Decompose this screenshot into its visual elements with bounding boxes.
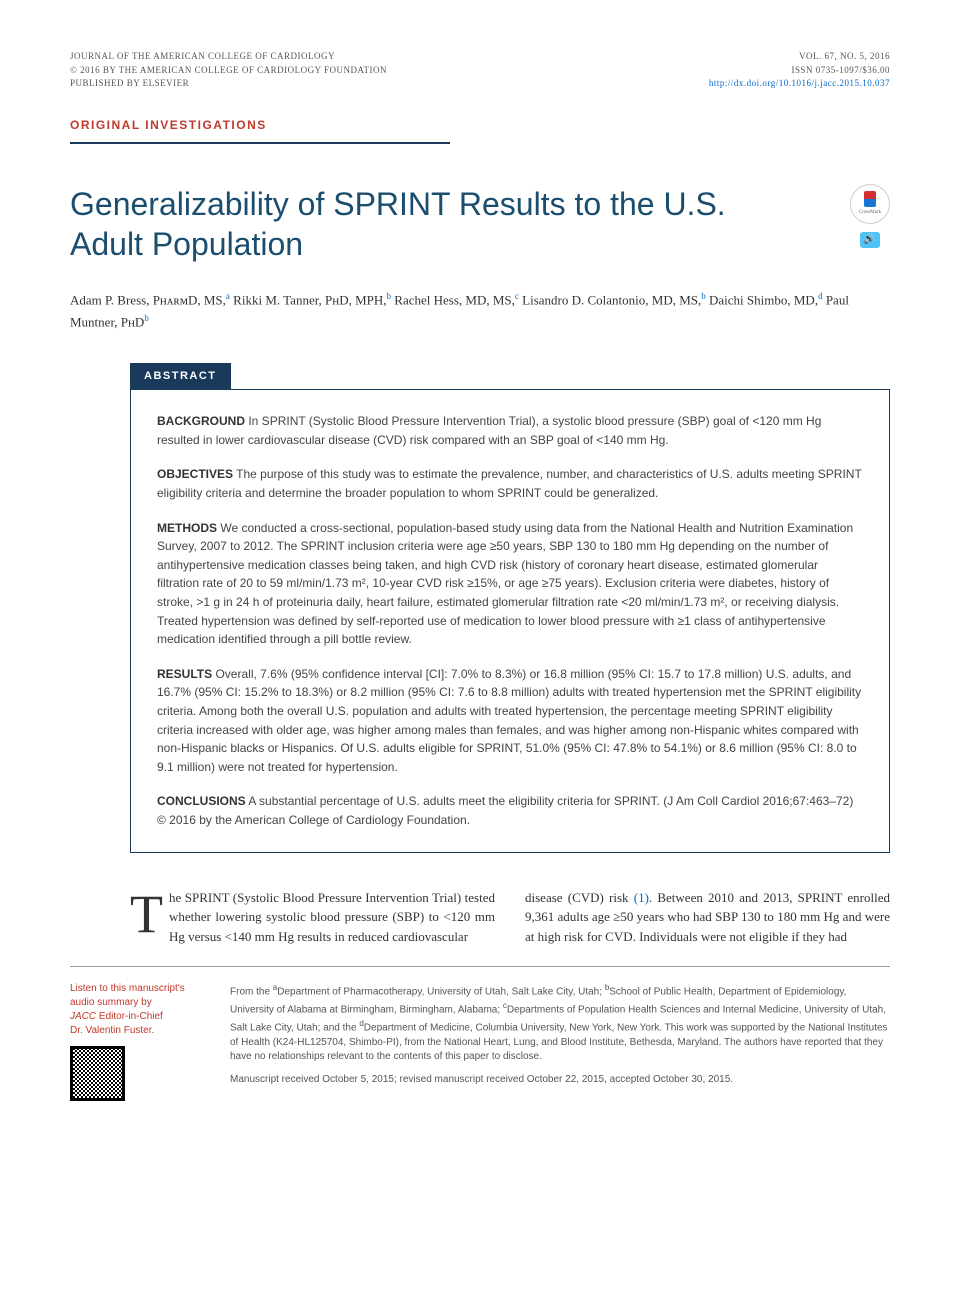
copyright-line: © 2016 BY THE AMERICAN COLLEGE OF CARDIO… xyxy=(70,64,387,78)
volume-issue: VOL. 67, NO. 5, 2016 xyxy=(709,50,890,64)
abstract-wrapper: ABSTRACT xyxy=(130,363,890,390)
dropcap: T xyxy=(130,888,169,938)
abstract-background: In SPRINT (Systolic Blood Pressure Inter… xyxy=(157,414,821,447)
body-col1-text: he SPRINT (Systolic Blood Pressure Inter… xyxy=(169,890,495,944)
body-text: The SPRINT (Systolic Blood Pressure Inte… xyxy=(130,888,890,947)
doi-link[interactable]: http://dx.doi.org/10.1016/j.jacc.2015.10… xyxy=(709,78,890,88)
body-col-1: The SPRINT (Systolic Blood Pressure Inte… xyxy=(130,888,495,947)
section-label: ORIGINAL INVESTIGATIONS xyxy=(70,116,890,134)
abstract-meth-label: METHODS xyxy=(157,521,217,535)
audio-line1: Listen to this manuscript's xyxy=(70,983,185,994)
abstract-label: ABSTRACT xyxy=(130,363,231,390)
badges: CrossMark xyxy=(850,184,890,248)
footer: Listen to this manuscript's audio summar… xyxy=(70,966,890,1101)
crossmark-icon[interactable]: CrossMark xyxy=(850,184,890,224)
manuscript-dates: Manuscript received October 5, 2015; rev… xyxy=(230,1073,890,1088)
crossmark-label: CrossMark xyxy=(859,209,881,217)
author-list: Adam P. Bress, PʜᴀʀᴍD, MS,a Rikki M. Tan… xyxy=(70,289,890,333)
abstract-box: BACKGROUND In SPRINT (Systolic Blood Pre… xyxy=(130,389,890,852)
audio-icon[interactable] xyxy=(860,232,880,248)
affiliation-text: From the aDepartment of Pharmacotherapy,… xyxy=(230,982,890,1064)
audio-line2: audio summary by xyxy=(70,997,152,1008)
audio-line5: Dr. Valentin Fuster. xyxy=(70,1025,154,1036)
body-col-2: disease (CVD) risk (1). Between 2010 and… xyxy=(525,888,890,947)
abstract-results: Overall, 7.6% (95% confidence interval [… xyxy=(157,667,861,774)
abstract-methods: We conducted a cross-sectional, populati… xyxy=(157,521,853,647)
abstract-conc-label: CONCLUSIONS xyxy=(157,794,246,808)
issn: ISSN 0735-1097/$36.00 xyxy=(709,64,890,78)
qr-code-icon[interactable] xyxy=(70,1046,125,1101)
title-area: Generalizability of SPRINT Results to th… xyxy=(70,184,890,264)
abstract-conclusions: A substantial percentage of U.S. adults … xyxy=(157,794,853,827)
running-header: JOURNAL OF THE AMERICAN COLLEGE OF CARDI… xyxy=(70,50,890,91)
audio-line3: JACC xyxy=(70,1011,96,1022)
publisher-line: PUBLISHED BY ELSEVIER xyxy=(70,77,387,91)
abstract-res-label: RESULTS xyxy=(157,667,212,681)
article-title: Generalizability of SPRINT Results to th… xyxy=(70,184,750,264)
abstract-obj-label: OBJECTIVES xyxy=(157,467,233,481)
body-col2-text: disease (CVD) risk (1). Between 2010 and… xyxy=(525,890,890,944)
ref-1-link[interactable]: (1) xyxy=(634,890,649,905)
affiliations: From the aDepartment of Pharmacotherapy,… xyxy=(230,982,890,1101)
abstract-bg-label: BACKGROUND xyxy=(157,414,245,428)
journal-name: JOURNAL OF THE AMERICAN COLLEGE OF CARDI… xyxy=(70,50,387,64)
audio-summary-note: Listen to this manuscript's audio summar… xyxy=(70,982,210,1101)
audio-line4: Editor-in-Chief xyxy=(96,1011,163,1022)
header-left: JOURNAL OF THE AMERICAN COLLEGE OF CARDI… xyxy=(70,50,387,91)
abstract-objectives: The purpose of this study was to estimat… xyxy=(157,467,862,500)
header-right: VOL. 67, NO. 5, 2016 ISSN 0735-1097/$36.… xyxy=(709,50,890,91)
title-rule xyxy=(70,142,450,144)
